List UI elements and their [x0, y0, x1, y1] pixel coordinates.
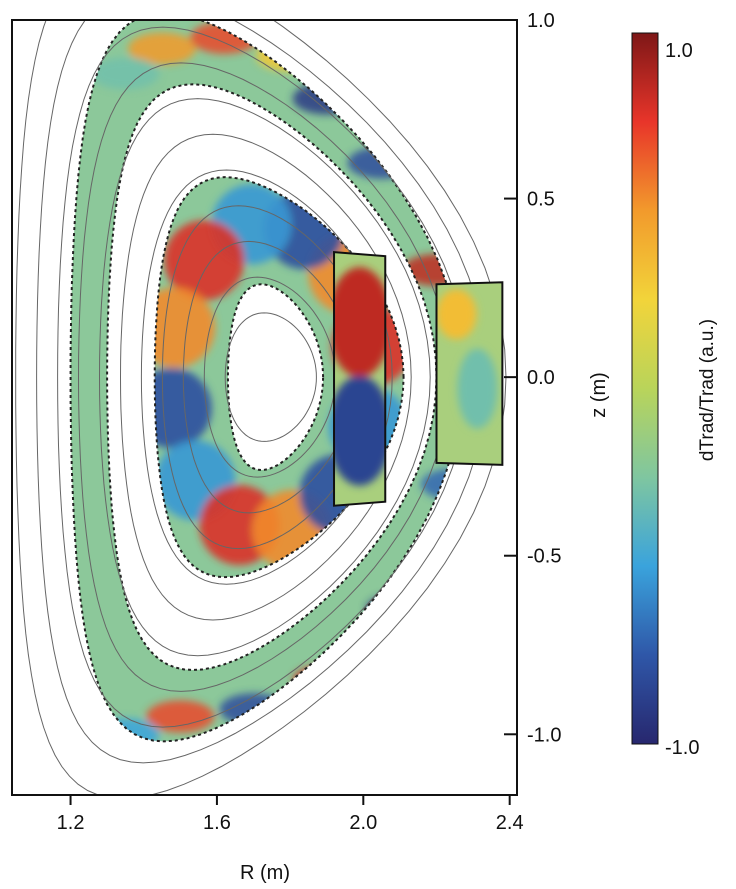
measurement-windows [333, 251, 504, 507]
edge-blob [420, 468, 463, 501]
edge-band-outer-boundary [69, 20, 464, 743]
edge-blob [91, 718, 160, 742]
colorbar-label: dTrad/Trad (a.u.) [697, 319, 718, 461]
y-axis-ticks: 1.0 0.5 0.0 -0.5 -1.0 [504, 10, 561, 746]
flux-surface [224, 312, 317, 442]
flux-surface [15, 20, 507, 795]
window-2-blobs [436, 289, 498, 429]
y-tick-label: -1.0 [527, 724, 561, 746]
flux-surface [98, 98, 431, 657]
colorbar: 1.0 -1.0 dTrad/Trad (a.u.) [631, 32, 718, 759]
colorbar-max-label: 1.0 [665, 40, 693, 62]
plot-frame [11, 19, 518, 796]
flux-surface [140, 169, 393, 585]
x-tick-label: 2.4 [496, 812, 524, 834]
window-1-blob [334, 267, 386, 378]
flux-surface [182, 240, 355, 514]
window-1-blobs [334, 267, 386, 486]
flux-surface [77, 62, 450, 692]
edge-blob [365, 593, 434, 626]
flux-surface [36, 20, 488, 764]
window-1-fill [334, 252, 386, 506]
core-blob [154, 287, 216, 368]
x-tick-label: 1.2 [57, 812, 85, 834]
flux-surface [203, 276, 336, 478]
edge-blob [91, 57, 160, 90]
flux-surface [57, 26, 469, 728]
edge-blob [292, 82, 361, 115]
flux-surface [161, 205, 374, 550]
plot-area [15, 20, 507, 795]
flux-surfaces [15, 20, 507, 795]
edge-blob [347, 146, 416, 179]
x-tick-label: 1.6 [203, 812, 231, 834]
x-axis-label: R (m) [240, 862, 290, 884]
core-blob [164, 220, 245, 301]
colorbar-gradient [631, 32, 659, 745]
window-2-fill [436, 282, 503, 465]
edge-blob [146, 700, 215, 733]
window-2-frame [435, 281, 504, 466]
edge-blob [190, 21, 259, 54]
window-2-blob [436, 289, 477, 340]
y-tick-label: -0.5 [527, 546, 561, 568]
y-tick-label: 0.5 [527, 189, 555, 211]
x-axis-ticks: 1.2 1.6 2.0 2.4 [57, 795, 524, 834]
core-ring-inner-boundary [226, 283, 325, 472]
x-tick-label: 2.0 [349, 812, 377, 834]
flux-surface [119, 133, 412, 621]
core-ring-outer-boundary [153, 176, 405, 579]
y-tick-label: 1.0 [527, 10, 555, 32]
y-axis-label: z (m) [588, 372, 610, 418]
y-tick-label: 0.0 [527, 367, 555, 389]
colorbar-min-label: -1.0 [665, 737, 699, 759]
window-1-blob [334, 375, 386, 486]
window-2-blob [457, 348, 498, 429]
core-blob [154, 368, 212, 449]
edge-blob [128, 32, 197, 65]
window-1-frame [333, 251, 387, 507]
